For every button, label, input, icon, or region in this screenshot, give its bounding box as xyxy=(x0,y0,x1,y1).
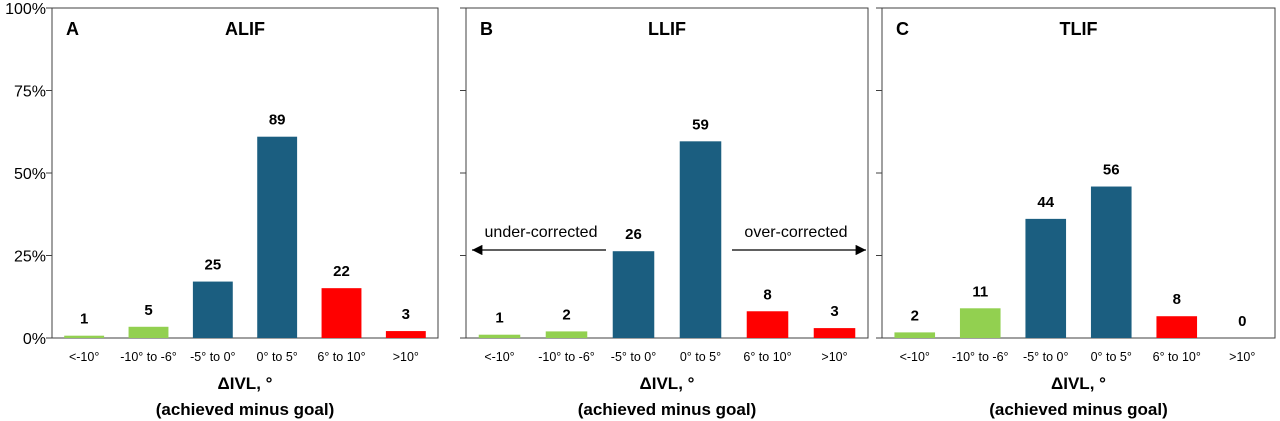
bar xyxy=(321,288,362,338)
x-tick-label: 6° to 10° xyxy=(317,350,365,364)
x-tick-label: >10° xyxy=(393,350,419,364)
plot-frame xyxy=(465,7,869,339)
bar-count-label: 8 xyxy=(763,286,771,303)
panel-letter: C xyxy=(896,19,909,39)
bar-count-label: 2 xyxy=(911,307,919,324)
x-tick-label: -10° to -6° xyxy=(120,350,177,364)
panel-title: LLIF xyxy=(648,19,686,39)
x-tick-label: 6° to 10° xyxy=(743,350,791,364)
bar xyxy=(959,308,1001,338)
x-axis-title: ΔIVL, ° xyxy=(218,374,273,393)
bar-count-label: 3 xyxy=(830,303,838,320)
bar xyxy=(385,331,426,338)
plot-frame xyxy=(51,7,439,339)
bar xyxy=(64,335,105,338)
y-tick-label: 0% xyxy=(23,331,46,348)
bar xyxy=(1090,186,1132,338)
bar xyxy=(192,281,233,338)
bar-count-label: 3 xyxy=(402,306,410,323)
bar-count-label: 1 xyxy=(495,310,503,327)
bar-count-label: 11 xyxy=(972,283,988,300)
bar-count-label: 22 xyxy=(333,263,350,280)
panel-title: TLIF xyxy=(1060,19,1098,39)
bar-count-label: 56 xyxy=(1103,162,1120,179)
x-axis-title: ΔIVL, ° xyxy=(640,374,695,393)
x-tick-label: -5° to 0° xyxy=(190,350,235,364)
x-tick-label: -10° to -6° xyxy=(952,350,1009,364)
x-tick-label: -5° to 0° xyxy=(1023,350,1068,364)
panel-letter: A xyxy=(66,19,79,39)
panel-letter: B xyxy=(480,19,493,39)
x-axis-title: ΔIVL, ° xyxy=(1051,374,1106,393)
bar-count-label: 0 xyxy=(1238,313,1246,330)
bar-count-label: 44 xyxy=(1037,194,1054,211)
x-tick-label: -5° to 0° xyxy=(611,350,656,364)
bar xyxy=(894,332,936,338)
bar xyxy=(257,136,298,338)
y-tick-label: 50% xyxy=(14,166,46,183)
panel-a: 0% 25% 50% 75% 100% A ALIF 1 <-10° 5 -10° to -6° 25… xyxy=(5,1,439,419)
bar-count-label: 8 xyxy=(1173,291,1181,308)
bar-count-label: 89 xyxy=(269,112,286,129)
bar-count-label: 5 xyxy=(144,302,152,319)
annotation-under-corrected: under-corrected xyxy=(485,224,598,241)
y-tick-label: 25% xyxy=(14,249,46,266)
bar xyxy=(1156,316,1198,338)
bar xyxy=(478,334,521,338)
x-tick-label: -10° to -6° xyxy=(538,350,595,364)
bar-count-label: 25 xyxy=(204,257,221,274)
x-tick-label: >10° xyxy=(1229,350,1255,364)
plot-frame xyxy=(881,7,1276,339)
x-axis-subtitle: (achieved minus goal) xyxy=(156,400,335,419)
bar xyxy=(1025,218,1067,338)
bar-count-label: 1 xyxy=(80,311,88,328)
panel-title: ALIF xyxy=(225,19,265,39)
x-tick-label: <-10° xyxy=(69,350,99,364)
y-tick-label: 75% xyxy=(14,84,46,101)
x-tick-label: 0° to 5° xyxy=(257,350,298,364)
annotation-over-corrected: over-corrected xyxy=(744,224,847,241)
bar xyxy=(612,251,655,338)
x-tick-label: <-10° xyxy=(900,350,930,364)
bar-count-label: 59 xyxy=(692,116,709,133)
bar-count-label: 2 xyxy=(562,306,570,323)
bar xyxy=(545,331,588,338)
x-axis-subtitle: (achieved minus goal) xyxy=(989,400,1168,419)
x-tick-label: 0° to 5° xyxy=(1091,350,1132,364)
panel-c: C TLIF 2 <-10° 11 -10° to -6° 44 -5° to 0° 56 0° … xyxy=(876,7,1276,419)
y-tick-label: 100% xyxy=(5,1,46,18)
x-tick-label: <-10° xyxy=(484,350,514,364)
bar xyxy=(746,311,789,338)
x-tick-label: 6° to 10° xyxy=(1153,350,1201,364)
x-tick-label: 0° to 5° xyxy=(680,350,721,364)
bar xyxy=(128,326,169,338)
x-axis-subtitle: (achieved minus goal) xyxy=(578,400,757,419)
x-tick-label: >10° xyxy=(821,350,847,364)
panel-b: B LLIF 1 <-10° 2 -10° to -6° 26 -5° to 0° 59 0° t… xyxy=(460,7,869,419)
bar-count-label: 26 xyxy=(625,226,642,243)
bar xyxy=(813,328,856,338)
bar xyxy=(679,141,722,338)
